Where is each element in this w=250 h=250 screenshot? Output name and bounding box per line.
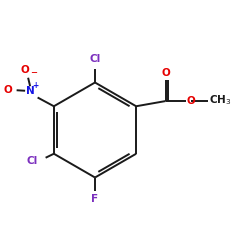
Text: +: + xyxy=(32,81,39,90)
Text: O: O xyxy=(3,85,12,95)
Text: O: O xyxy=(161,68,170,78)
Text: Cl: Cl xyxy=(90,54,101,64)
Text: CH$_3$: CH$_3$ xyxy=(209,94,232,108)
Text: F: F xyxy=(92,194,98,204)
Text: N: N xyxy=(26,86,34,96)
Text: −: − xyxy=(30,68,37,77)
Text: O: O xyxy=(21,65,30,75)
Text: O: O xyxy=(187,96,196,106)
Text: Cl: Cl xyxy=(26,156,38,166)
